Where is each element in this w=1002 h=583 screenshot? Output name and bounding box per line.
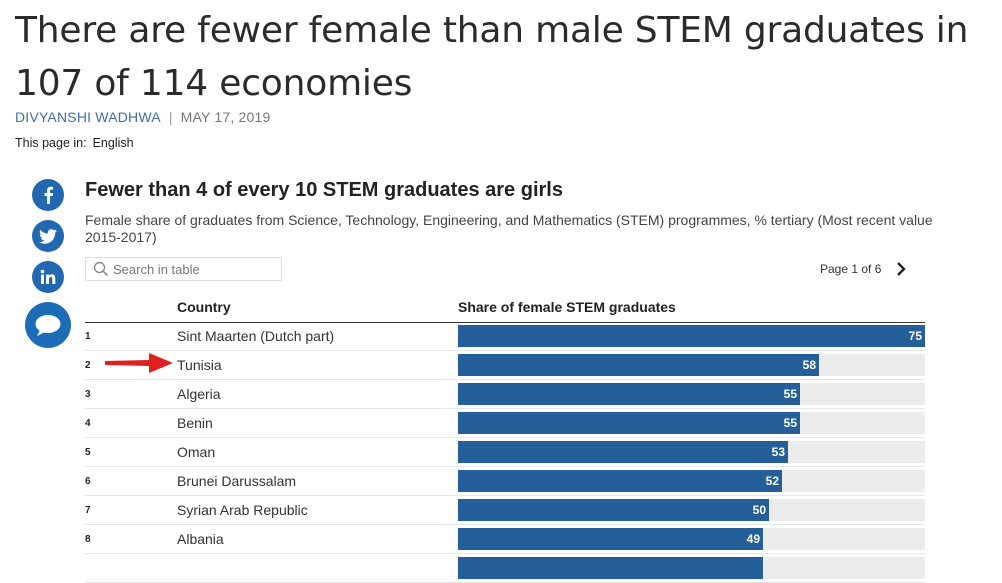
page-in-label: This page in: [15,136,87,150]
column-header-share[interactable]: Share of female STEM graduates [458,299,676,315]
comment-button[interactable] [25,302,71,348]
search-input[interactable] [113,261,273,277]
row-country: Oman [177,444,216,460]
table-search[interactable] [85,257,282,281]
facebook-icon [44,186,54,204]
linkedin-share-button[interactable] [32,261,64,293]
row-rank: 5 [85,447,91,458]
row-rank: 6 [85,476,91,487]
pagination: Page 1 of 6 [820,258,911,280]
table-row: 3 Algeria 55 [85,380,925,409]
bar-value-label: 52 [765,474,779,488]
bar-albania: 49 [458,528,763,550]
table-row: 5 Oman 53 [85,438,925,467]
column-header-country[interactable]: Country [177,299,231,315]
author-link[interactable]: DIVYANSHI WADHWA [15,109,161,125]
bar-track: 75 [458,325,925,347]
row-country: Benin [177,415,213,431]
row-rank: 4 [85,418,91,429]
publish-date: MAY 17, 2019 [180,109,271,125]
bar-value-label: 49 [746,532,760,546]
row-country: Brunei Darussalam [177,473,297,489]
bar-syrian-arab-republic: 50 [458,499,769,521]
bar-benin: 55 [458,412,800,434]
facebook-share-button[interactable] [32,179,64,211]
bar-track: 49 [458,528,925,550]
chart-title: Fewer than 4 of every 10 STEM graduates … [85,179,563,201]
byline: DIVYANSHI WADHWA | MAY 17, 2019 [15,109,271,125]
table-row-partial [85,554,925,583]
row-rank: 1 [85,331,91,342]
bar-partial [458,557,763,579]
row-country: Sint Maarten (Dutch part) [177,328,335,344]
table-row: 4 Benin 55 [85,409,925,438]
page-indicator: Page 1 of 6 [820,262,882,276]
bar-value-label: 75 [908,329,922,343]
table-row: 7 Syrian Arab Republic 50 [85,496,925,525]
comment-icon [35,315,61,336]
table-row: 2 Tunisia 58 [85,351,925,380]
byline-separator: | [168,109,173,125]
bar-algeria: 55 [458,383,800,405]
bar-track: 55 [458,383,925,405]
table-row: 6 Brunei Darussalam 52 [85,467,925,496]
table-row: 1 Sint Maarten (Dutch part) 75 [85,322,925,351]
row-rank: 3 [85,389,91,400]
bar-sint-maarten-dutch-part: 75 [458,325,925,347]
linkedin-icon [40,269,56,284]
chevron-right-icon [897,262,907,276]
row-country: Albania [177,531,224,547]
bar-brunei-darussalam: 52 [458,470,782,492]
row-rank: 7 [85,505,91,516]
row-rank: 8 [85,534,91,545]
chart-subtitle: Female share of graduates from Science, … [85,212,933,245]
bar-track: 55 [458,412,925,434]
twitter-icon [39,228,57,244]
bar-track: 53 [458,441,925,463]
article-title: There are fewer female than male STEM gr… [15,10,969,104]
row-country: Algeria [177,386,221,402]
row-country: Tunisia [177,357,222,373]
bar-value-label: 55 [783,387,797,401]
bar-track: 52 [458,470,925,492]
twitter-share-button[interactable] [32,220,64,252]
bar-value-label: 58 [802,358,816,372]
bar-value-label: 55 [783,416,797,430]
bar-tunisia: 58 [458,354,819,376]
search-icon [93,261,109,277]
row-country: Syrian Arab Republic [177,502,308,518]
bar-track: 50 [458,499,925,521]
bar-value-label: 50 [752,503,766,517]
bar-oman: 53 [458,441,788,463]
language-link[interactable]: English [92,136,134,150]
page-language: This page in: English [15,136,134,150]
bar-track [458,557,925,579]
bar-track: 58 [458,354,925,376]
row-rank: 2 [85,360,91,371]
table-header: Country Share of female STEM graduates [85,296,925,323]
bar-value-label: 53 [771,445,785,459]
table-body: 1 Sint Maarten (Dutch part) 75 2 Tunisia 58 3 A… [85,322,925,583]
table-row: 8 Albania 49 [85,525,925,554]
next-page-button[interactable] [891,258,911,280]
